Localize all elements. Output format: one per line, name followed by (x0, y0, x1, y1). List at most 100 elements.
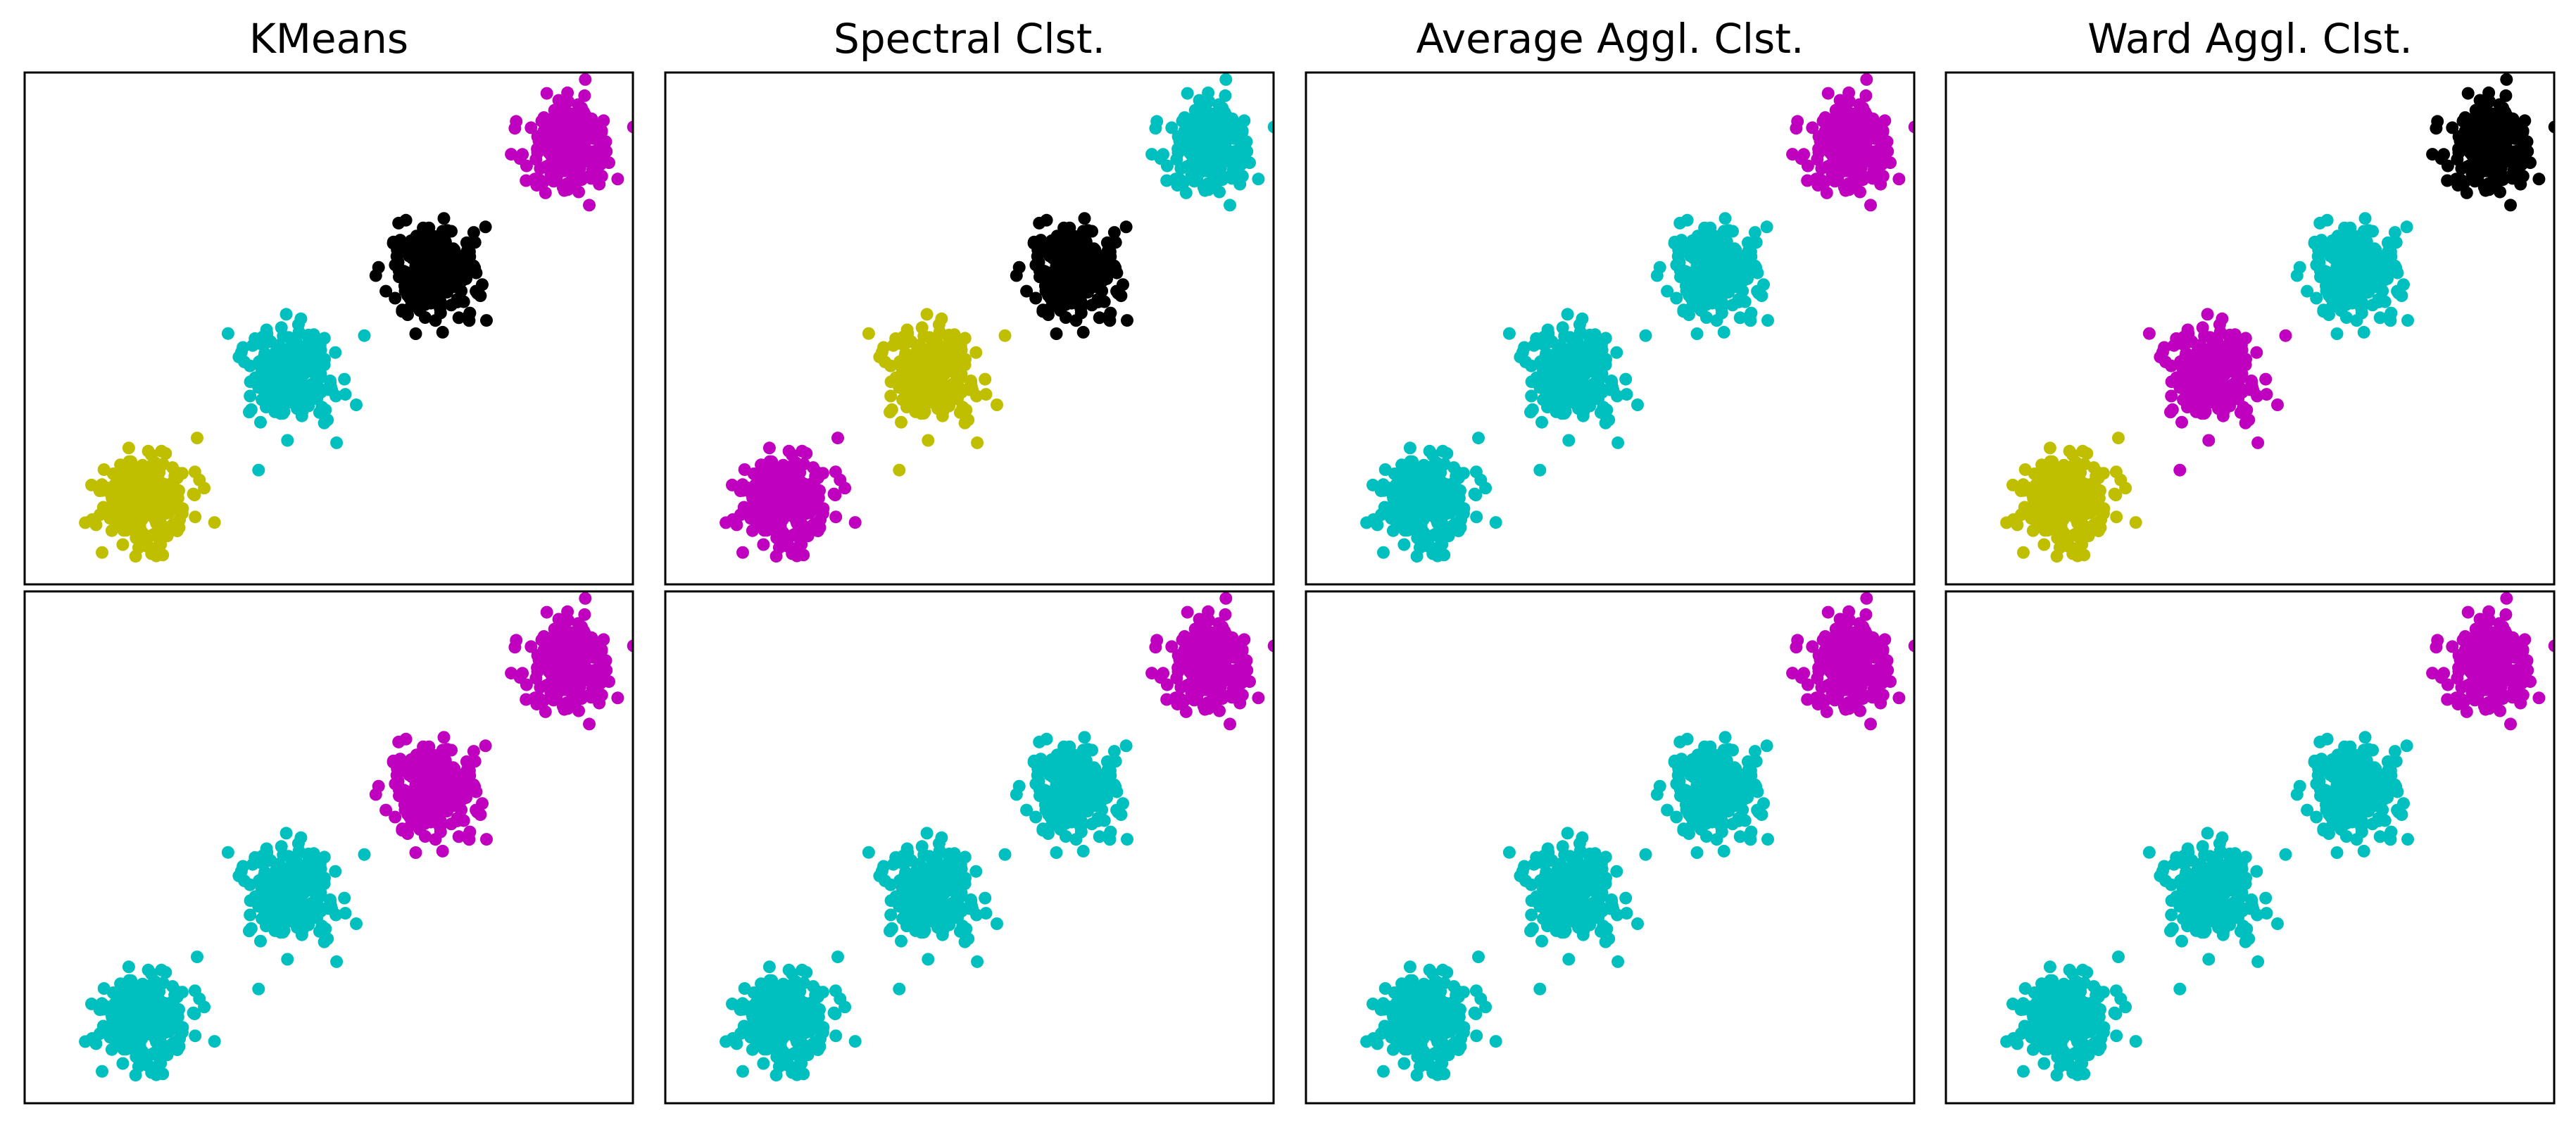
data-point (1568, 375, 1581, 389)
data-point (277, 329, 290, 343)
data-point (929, 391, 941, 404)
data-point (1558, 370, 1571, 383)
data-point (2173, 381, 2187, 394)
data-point (305, 900, 318, 914)
data-point (1860, 73, 1873, 86)
data-point (1055, 279, 1068, 292)
data-point (884, 389, 898, 403)
data-point (1592, 392, 1604, 406)
data-point (95, 478, 108, 491)
points-group (1360, 73, 1914, 563)
data-point (796, 482, 808, 496)
data-point (2466, 147, 2480, 161)
data-point (389, 810, 402, 824)
data-point (1479, 482, 1493, 495)
data-point (396, 824, 409, 837)
data-point (1680, 284, 1693, 297)
data-point (96, 546, 108, 559)
data-point (420, 226, 434, 239)
data-point (468, 755, 482, 768)
data-point (132, 479, 145, 492)
data-point (1557, 403, 1571, 417)
data-point (1748, 265, 1761, 278)
data-point (176, 1021, 189, 1034)
data-point (1055, 248, 1067, 261)
data-point (2232, 392, 2244, 406)
data-point (125, 1015, 138, 1028)
data-point (1109, 236, 1122, 249)
data-point (408, 263, 422, 277)
data-point (188, 489, 201, 502)
panel-4: Ward Aggl. Clst. (1944, 15, 2556, 586)
data-point (1376, 478, 1390, 491)
data-point (738, 463, 751, 476)
data-point (1745, 306, 1758, 320)
data-point (1424, 494, 1438, 507)
data-point (313, 858, 327, 871)
data-point (875, 346, 888, 359)
data-point (85, 513, 99, 526)
data-point (279, 308, 293, 321)
data-point (147, 1029, 161, 1043)
data-point (2330, 327, 2344, 340)
data-point (817, 502, 830, 515)
data-point (461, 244, 474, 257)
data-point (97, 463, 111, 476)
data-point (277, 848, 290, 862)
data-point (2479, 184, 2492, 197)
data-point (1806, 121, 1819, 134)
data-point (113, 1024, 126, 1038)
data-point (452, 830, 465, 843)
data-point (2164, 406, 2177, 419)
data-point (2483, 95, 2496, 108)
data-point (747, 486, 760, 499)
data-point (1690, 263, 1703, 277)
data-point (1797, 148, 1811, 161)
data-point (1078, 212, 1091, 225)
data-point (252, 900, 265, 913)
data-point (1535, 415, 1548, 429)
data-point (895, 415, 907, 429)
data-point (1595, 339, 1608, 352)
data-point (167, 1010, 180, 1024)
data-point (1072, 240, 1085, 253)
data-point (2460, 186, 2473, 199)
data-point (2354, 298, 2367, 311)
data-point (862, 327, 875, 340)
data-point (281, 434, 294, 447)
data-point (773, 479, 786, 492)
data-point (582, 170, 596, 183)
data-point (1859, 106, 1872, 119)
data-point (991, 398, 1003, 411)
data-point (408, 782, 422, 796)
data-point (2016, 478, 2030, 491)
data-point (1036, 305, 1050, 318)
data-point (808, 491, 821, 505)
data-point (1631, 398, 1644, 411)
data-point (1586, 382, 1599, 395)
data-point (159, 966, 172, 979)
data-point (2239, 416, 2252, 429)
panels-layer: KMeans Spectral Clst. Average Aggl. Clst. W… (23, 15, 2556, 1105)
data-point (1599, 416, 1612, 429)
data-point (2197, 403, 2211, 417)
data-point (1829, 165, 1842, 179)
data-point (410, 752, 423, 765)
data-point (611, 691, 624, 705)
data-point (593, 696, 606, 710)
data-point (310, 392, 323, 406)
data-point (2034, 506, 2047, 519)
data-point (583, 717, 596, 731)
data-point (287, 375, 300, 389)
data-point (2378, 257, 2392, 270)
data-point (409, 327, 422, 340)
data-point (1831, 113, 1845, 127)
data-point (474, 289, 487, 303)
data-point (2209, 332, 2222, 345)
data-point (479, 220, 492, 234)
data-point (2112, 432, 2125, 445)
data-point (579, 73, 592, 86)
data-point (1080, 247, 1093, 260)
data-point (1695, 248, 1708, 261)
data-point (611, 172, 624, 186)
